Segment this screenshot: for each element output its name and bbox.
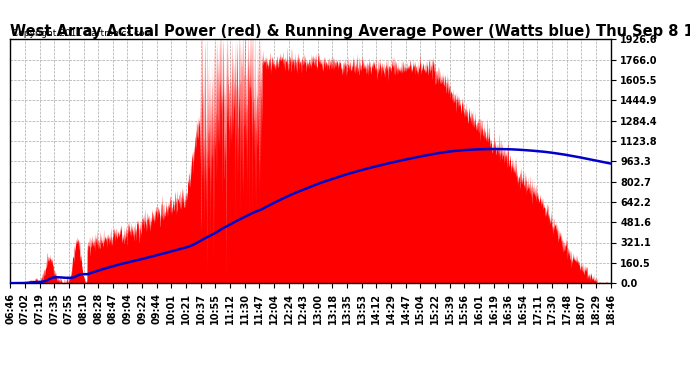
- Text: Copyright 2011 Cartronics.com: Copyright 2011 Cartronics.com: [12, 29, 152, 38]
- Text: West Array Actual Power (red) & Running Average Power (Watts blue) Thu Sep 8 18:: West Array Actual Power (red) & Running …: [10, 24, 690, 39]
